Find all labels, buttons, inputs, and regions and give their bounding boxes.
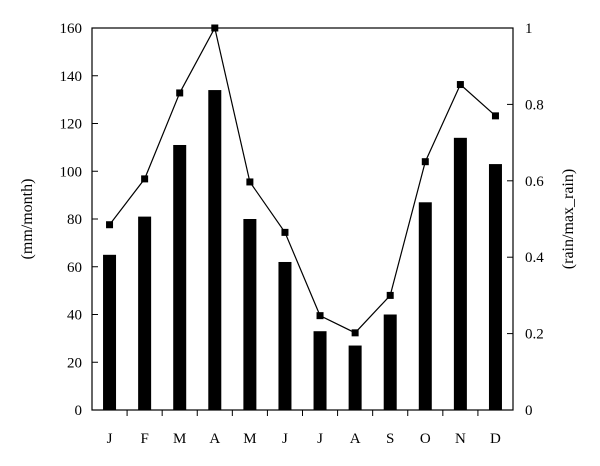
x-tick-label: F	[140, 431, 148, 447]
x-tick-label: N	[455, 431, 466, 447]
plot-frame	[91, 27, 514, 411]
x-tick-label: A	[350, 431, 361, 447]
line-layer	[106, 24, 499, 337]
right-axis-title: (rain/max_rain)	[560, 169, 577, 269]
bar-9	[383, 314, 397, 410]
ratio-point-9	[386, 291, 394, 299]
x-tick-label: J	[317, 431, 323, 447]
left-tick-label: 160	[60, 21, 83, 37]
x-tick-label: M	[173, 431, 186, 447]
ratio-point-1	[106, 221, 114, 229]
right-y-axis: 0 0.2 0.4 0.6 0.8 1	[507, 21, 544, 419]
bars-layer	[103, 90, 502, 411]
ratio-point-6	[281, 228, 289, 236]
ratio-line	[109, 26, 496, 334]
bar-11	[453, 137, 467, 410]
ratio-point-5	[246, 178, 254, 186]
left-tick-label: 60	[67, 260, 82, 276]
x-tick-label: O	[420, 431, 431, 447]
bar-3	[173, 144, 187, 411]
bar-8	[348, 345, 362, 410]
left-tick-label: 20	[67, 355, 82, 371]
right-tick-label: 0.6	[525, 174, 544, 190]
bar-4	[208, 90, 222, 410]
ratio-point-3	[176, 89, 184, 97]
x-tick-label: S	[386, 431, 394, 447]
left-tick-label: 100	[60, 164, 83, 180]
ratio-point-12	[491, 112, 499, 120]
ratio-point-10	[421, 158, 429, 166]
right-tick-label: 0.2	[525, 327, 544, 343]
x-tick-label: J	[107, 431, 113, 447]
left-y-axis: 0 20 40 60 80 100 120 140 160	[60, 21, 98, 419]
bar-1	[103, 254, 117, 410]
left-tick-label: 40	[67, 308, 82, 324]
left-tick-label: 80	[67, 212, 82, 228]
ratio-point-11	[456, 81, 464, 89]
x-tick-label: J	[282, 431, 288, 447]
ratio-point-8	[351, 329, 359, 337]
x-tick-label: D	[490, 431, 501, 447]
bar-10	[418, 202, 432, 410]
ratio-point-7	[316, 312, 324, 320]
right-tick-label: 0	[525, 403, 533, 419]
bar-6	[278, 261, 292, 410]
bar-2	[138, 216, 152, 410]
bar-5	[243, 219, 257, 410]
x-tick-label: A	[209, 431, 220, 447]
right-tick-label: 1	[525, 21, 533, 37]
right-tick-label: 0.8	[525, 97, 544, 113]
left-axis-title: (mm/month)	[19, 179, 36, 260]
x-tick-label: M	[243, 431, 256, 447]
bar-7	[313, 331, 327, 410]
left-tick-label: 120	[60, 117, 83, 133]
right-tick-label: 0.4	[525, 250, 544, 266]
left-tick-label: 0	[75, 403, 83, 419]
bar-12	[488, 164, 502, 410]
ratio-point-4	[211, 24, 219, 32]
left-tick-label: 140	[60, 69, 83, 85]
ratio-point-2	[141, 175, 149, 183]
